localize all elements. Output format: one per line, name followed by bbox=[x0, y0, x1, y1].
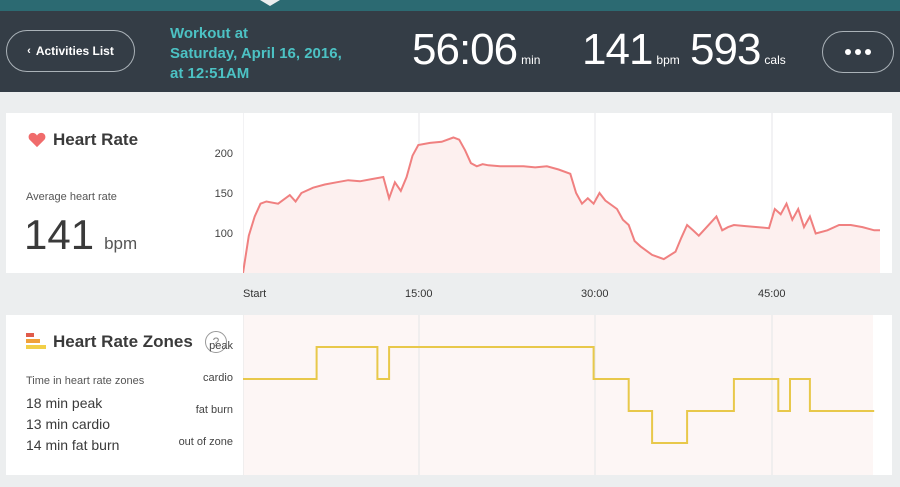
calories-value: 593 bbox=[690, 25, 761, 74]
header-notch bbox=[260, 0, 280, 6]
average-heart-rate-label: Average heart rate bbox=[26, 191, 117, 203]
chevron-left-icon: ‹ bbox=[27, 45, 31, 57]
x-tick-45: 45:00 bbox=[758, 288, 786, 300]
heart-rate-chart bbox=[243, 113, 880, 273]
zone-cardio-minutes: 13 min cardio bbox=[26, 416, 111, 432]
hr-y-tick-100: 100 bbox=[214, 228, 233, 240]
x-tick-30: 30:00 bbox=[581, 288, 609, 300]
average-heart-rate: 141 bpm bbox=[24, 211, 137, 259]
duration-unit: min bbox=[521, 53, 541, 67]
activities-list-button[interactable]: ‹ Activities List bbox=[6, 30, 135, 72]
heart-rate-line bbox=[243, 136, 880, 273]
help-icon[interactable]: ? bbox=[205, 331, 227, 353]
workout-title-line2: Saturday, April 16, 2016, bbox=[170, 45, 342, 62]
header-accent-bar bbox=[0, 0, 900, 11]
time-in-zones-label: Time in heart rate zones bbox=[26, 375, 145, 387]
zone-peak-minutes: 18 min peak bbox=[26, 395, 103, 411]
zone-label-cardio: cardio bbox=[203, 372, 233, 384]
x-tick-15: 15:00 bbox=[405, 288, 433, 300]
zone-label-out-of-zone: out of zone bbox=[178, 436, 233, 448]
heart-rate-zones-line bbox=[243, 346, 875, 444]
zone-fat-burn-minutes: 14 min fat burn bbox=[26, 437, 120, 453]
hr-y-tick-200: 200 bbox=[214, 148, 233, 160]
ellipsis-icon bbox=[855, 49, 861, 55]
heart-rate-stat: 141 bpm bbox=[582, 25, 680, 75]
zones-icon bbox=[26, 333, 46, 349]
heart-rate-zones-chart bbox=[243, 315, 875, 475]
zone-label-peak: peak bbox=[209, 340, 233, 352]
ellipsis-icon bbox=[845, 49, 851, 55]
workout-title: Workout at Saturday, April 16, 2016, at … bbox=[170, 24, 370, 84]
average-heart-rate-unit: bpm bbox=[104, 234, 138, 253]
more-options-button[interactable] bbox=[822, 31, 894, 73]
workout-title-line3: at 12:51AM bbox=[170, 65, 250, 82]
zones-title: Heart Rate Zones bbox=[53, 332, 193, 351]
average-heart-rate-value: 141 bbox=[24, 211, 95, 258]
duration-value: 56:06 bbox=[412, 25, 518, 74]
heart-rate-value: 141 bbox=[582, 25, 653, 74]
zone-label-fat-burn: fat burn bbox=[195, 404, 233, 416]
workout-title-line1: Workout at bbox=[170, 25, 249, 42]
x-tick-start: Start bbox=[243, 288, 267, 300]
heart-icon bbox=[28, 132, 46, 148]
workout-header: ‹ Activities List Workout at Saturday, A… bbox=[0, 0, 900, 92]
zones-background bbox=[243, 315, 873, 475]
ellipsis-icon bbox=[865, 49, 871, 55]
heart-rate-area bbox=[243, 137, 880, 273]
calories-stat: 593 cals bbox=[690, 25, 786, 75]
calories-unit: cals bbox=[764, 53, 786, 67]
heart-rate-title: Heart Rate bbox=[53, 130, 139, 149]
duration-stat: 56:06 min bbox=[412, 25, 540, 75]
heart-rate-unit: bpm bbox=[656, 53, 680, 67]
activities-list-label: Activities List bbox=[35, 44, 114, 58]
hr-y-tick-150: 150 bbox=[214, 188, 233, 200]
